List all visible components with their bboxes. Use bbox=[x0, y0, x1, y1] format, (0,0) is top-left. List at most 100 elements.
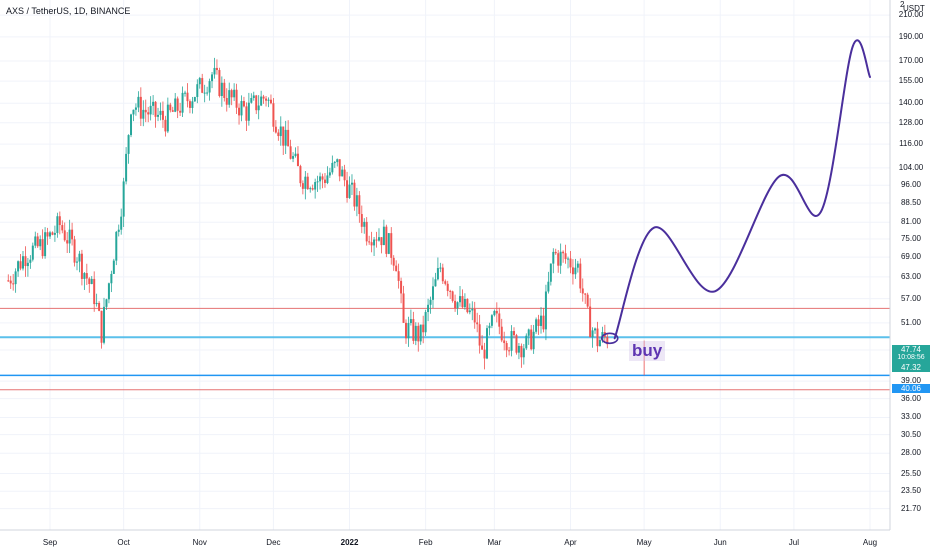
candle-body bbox=[228, 90, 231, 105]
candle-body bbox=[424, 312, 427, 333]
candle-body bbox=[493, 310, 496, 316]
candle-body bbox=[71, 229, 74, 240]
candle-body bbox=[213, 67, 216, 75]
candle-body bbox=[417, 325, 420, 342]
candle-body bbox=[39, 239, 42, 247]
candle-body bbox=[311, 188, 314, 190]
candle-body bbox=[441, 267, 444, 282]
candle-body bbox=[451, 291, 454, 301]
candle-body bbox=[397, 271, 400, 281]
candle-body bbox=[12, 283, 15, 285]
candle-body bbox=[19, 261, 22, 269]
candle-body bbox=[184, 92, 187, 94]
candle-body bbox=[260, 96, 263, 106]
candle-body bbox=[17, 261, 20, 272]
candle-body bbox=[559, 251, 562, 266]
candle-body bbox=[463, 298, 466, 308]
support-price-tag: 40.06 bbox=[892, 384, 930, 393]
candle-body bbox=[461, 296, 464, 308]
candle-body bbox=[586, 294, 589, 307]
candle-body bbox=[606, 336, 609, 345]
candle-body bbox=[598, 340, 601, 347]
candle-body bbox=[242, 101, 245, 107]
candle-body bbox=[9, 280, 12, 284]
candle-body bbox=[139, 96, 142, 119]
price-tick-label: 128.00 bbox=[898, 117, 924, 127]
candle-body bbox=[407, 323, 410, 339]
candle-body bbox=[505, 343, 508, 351]
candle-body bbox=[390, 233, 393, 258]
candle-body bbox=[522, 348, 525, 358]
candle-body bbox=[191, 101, 194, 108]
candle-body bbox=[319, 176, 322, 182]
projection-line[interactable] bbox=[613, 39, 871, 340]
candle-body bbox=[299, 166, 302, 184]
candle-body bbox=[34, 236, 37, 246]
time-tick-label: May bbox=[636, 538, 652, 547]
candle-body bbox=[532, 331, 535, 350]
candle-body bbox=[503, 340, 506, 344]
candle-body bbox=[581, 288, 584, 294]
candle-body bbox=[596, 328, 599, 347]
candle-body bbox=[144, 109, 147, 113]
candle-body bbox=[90, 278, 93, 284]
candle-body bbox=[26, 262, 29, 267]
candle-body bbox=[434, 279, 437, 287]
price-tick-label: 75.00 bbox=[900, 233, 922, 243]
candle-body bbox=[409, 319, 412, 324]
currency-label[interactable]: USDT bbox=[903, 4, 925, 13]
candle-body bbox=[306, 176, 309, 190]
candle-body bbox=[488, 325, 491, 329]
candle-body bbox=[223, 82, 226, 98]
candle-body bbox=[515, 335, 518, 353]
candle-body bbox=[343, 169, 346, 181]
time-tick-label: Jul bbox=[788, 538, 800, 547]
candle-body bbox=[73, 239, 76, 263]
scale-marker: 2 bbox=[900, 0, 905, 9]
price-tick-label: 28.00 bbox=[900, 448, 922, 458]
candle-body bbox=[316, 181, 319, 183]
candle-body bbox=[125, 153, 128, 182]
time-tick-label: Oct bbox=[117, 538, 130, 547]
candle-body bbox=[169, 104, 172, 111]
candle-body bbox=[333, 162, 336, 164]
candle-body bbox=[63, 230, 66, 241]
candle-body bbox=[117, 229, 120, 232]
candle-body bbox=[103, 306, 106, 343]
candle-body bbox=[346, 180, 349, 198]
candle-body bbox=[132, 109, 135, 115]
candle-body bbox=[152, 101, 155, 106]
countdown: 10:08:56 bbox=[897, 354, 925, 361]
buy-annotation: buy bbox=[629, 341, 666, 361]
candle-body bbox=[240, 101, 243, 116]
time-tick-label: Sep bbox=[42, 538, 58, 547]
price-tick-label: 116.00 bbox=[899, 139, 923, 149]
candle-body bbox=[314, 182, 317, 190]
candle-body bbox=[498, 313, 501, 327]
candle-body bbox=[530, 329, 533, 350]
candle-body bbox=[350, 182, 353, 185]
candle-body bbox=[468, 310, 471, 313]
candle-body bbox=[287, 129, 290, 147]
candle-body bbox=[567, 258, 570, 260]
candle-body bbox=[363, 221, 366, 227]
candle-body bbox=[382, 226, 385, 246]
candle-body bbox=[579, 263, 582, 289]
candle-body bbox=[328, 172, 331, 176]
time-tick-label: 2022 bbox=[340, 538, 359, 547]
candle-body bbox=[44, 232, 47, 257]
time-tick-label: Aug bbox=[862, 538, 878, 547]
candle-body bbox=[309, 188, 312, 190]
candle-body bbox=[134, 107, 137, 110]
candle-body bbox=[279, 126, 282, 137]
candle-body bbox=[211, 74, 214, 82]
price-tick-label: 30.50 bbox=[900, 429, 922, 439]
candle-body bbox=[304, 176, 307, 189]
candle-body bbox=[137, 96, 140, 108]
candle-body bbox=[525, 335, 528, 349]
time-tick-label: Mar bbox=[487, 538, 502, 547]
candle-body bbox=[444, 281, 447, 284]
candle-body bbox=[490, 315, 493, 326]
candle-body bbox=[21, 256, 24, 269]
